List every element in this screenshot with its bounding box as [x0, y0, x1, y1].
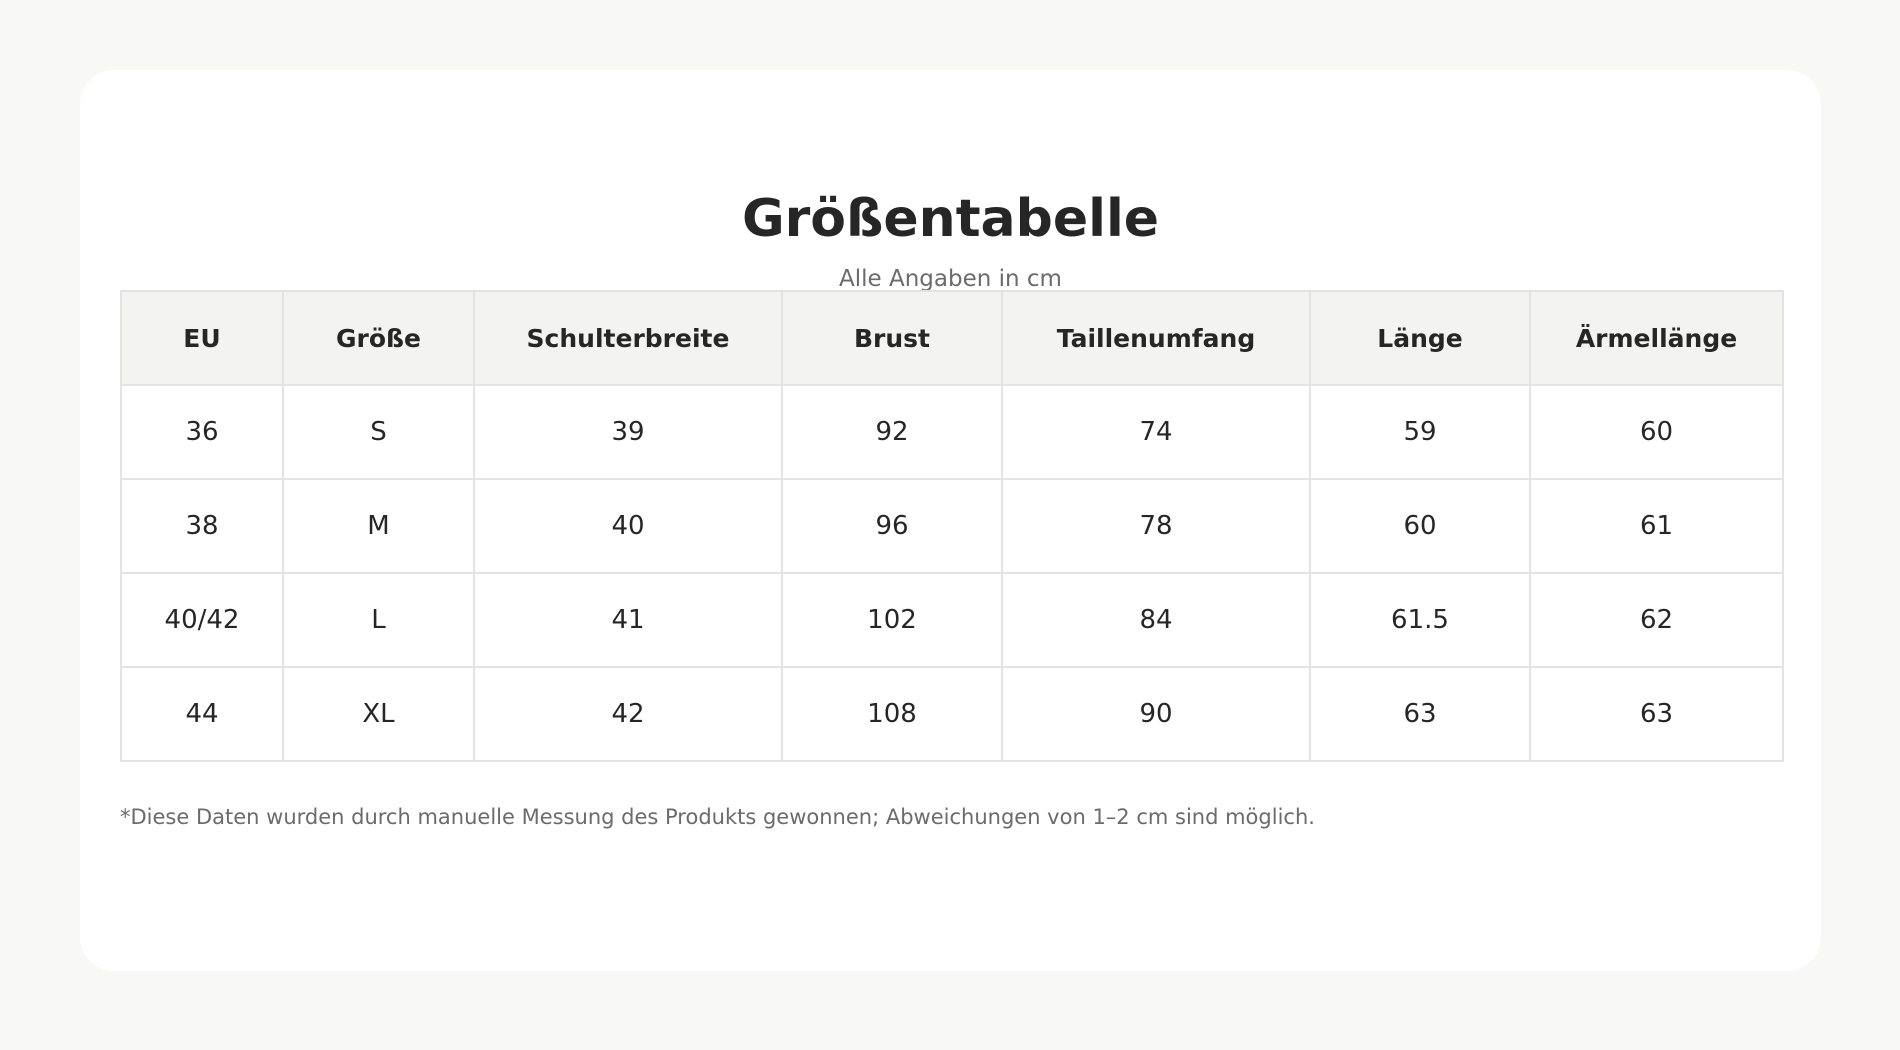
table-cell: 63 — [1529, 666, 1784, 762]
table-cell: 60 — [1529, 384, 1784, 480]
table-cell: 90 — [1001, 666, 1311, 762]
table-cell: 38 — [120, 478, 284, 574]
size-table: EU Größe Schulterbreite Brust Taillenumf… — [120, 290, 1784, 762]
table-header-row: EU Größe Schulterbreite Brust Taillenumf… — [120, 290, 1784, 386]
table-cell: XL — [282, 666, 475, 762]
table-cell: 78 — [1001, 478, 1311, 574]
page-subtitle: Alle Angaben in cm — [839, 266, 1062, 292]
table-row: 40/42 L 41 102 84 61.5 62 — [120, 572, 1784, 668]
table-cell: L — [282, 572, 475, 668]
table-cell: 102 — [781, 572, 1003, 668]
table-cell: 62 — [1529, 572, 1784, 668]
measurement-disclaimer: *Diese Daten wurden durch manuelle Messu… — [120, 805, 1315, 829]
table-row: 38 M 40 96 78 60 61 — [120, 478, 1784, 574]
table-cell: 44 — [120, 666, 284, 762]
column-header-laenge: Länge — [1309, 290, 1531, 386]
table-cell: 61 — [1529, 478, 1784, 574]
table-cell: 39 — [473, 384, 783, 480]
table-cell: 84 — [1001, 572, 1311, 668]
column-header-aermellaenge: Ärmellänge — [1529, 290, 1784, 386]
column-header-eu: EU — [120, 290, 284, 386]
table-cell: 108 — [781, 666, 1003, 762]
table-cell: 63 — [1309, 666, 1531, 762]
table-cell: 61.5 — [1309, 572, 1531, 668]
table-cell: 60 — [1309, 478, 1531, 574]
table-cell: 40/42 — [120, 572, 284, 668]
table-cell: M — [282, 478, 475, 574]
table-row: 44 XL 42 108 90 63 63 — [120, 666, 1784, 762]
table-row: 36 S 39 92 74 59 60 — [120, 384, 1784, 480]
column-header-schulterbreite: Schulterbreite — [473, 290, 783, 386]
page-title: Größentabelle — [741, 189, 1160, 249]
table-cell: 59 — [1309, 384, 1531, 480]
table-cell: 42 — [473, 666, 783, 762]
table-cell: S — [282, 384, 475, 480]
table-cell: 92 — [781, 384, 1003, 480]
table-cell: 36 — [120, 384, 284, 480]
column-header-brust: Brust — [781, 290, 1003, 386]
table-cell: 40 — [473, 478, 783, 574]
table-cell: 74 — [1001, 384, 1311, 480]
table-cell: 41 — [473, 572, 783, 668]
column-header-groesse: Größe — [282, 290, 475, 386]
table-cell: 96 — [781, 478, 1003, 574]
column-header-taillenumfang: Taillenumfang — [1001, 290, 1311, 386]
